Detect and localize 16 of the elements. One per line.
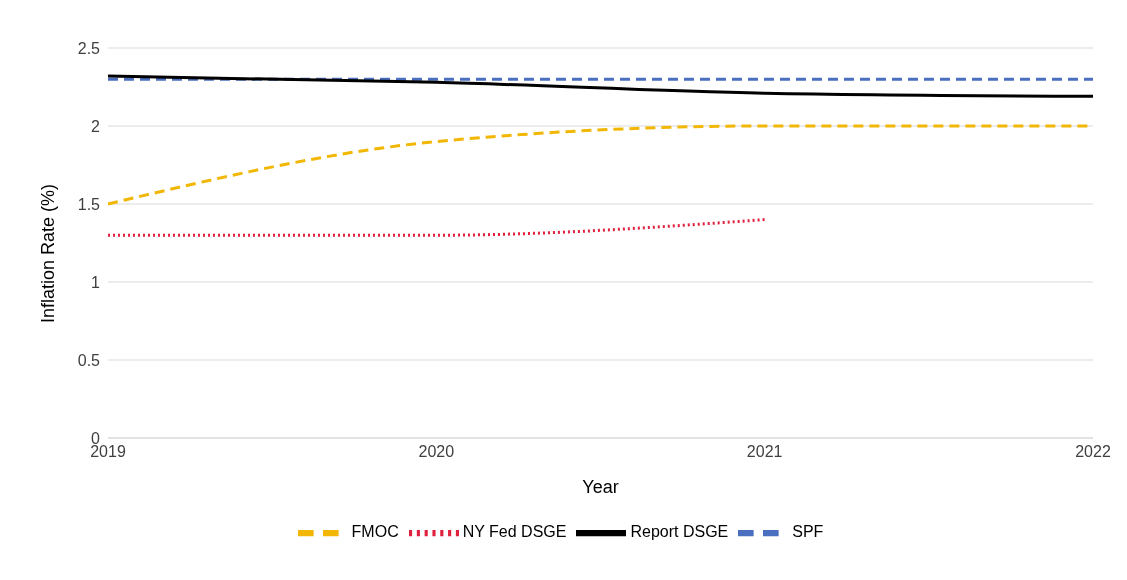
x-tick-label: 2019 xyxy=(90,443,126,461)
y-tick-label: 2.5 xyxy=(77,39,101,57)
legend-label: SPF xyxy=(792,523,824,541)
x-tick-label: 2022 xyxy=(1075,443,1111,461)
y-tick-label: 1.5 xyxy=(77,195,101,213)
legend-label: Report DSGE xyxy=(630,523,729,541)
y-axis-title: Inflation Rate (%) xyxy=(38,183,59,323)
y-tick-label: 1 xyxy=(91,273,101,291)
x-tick-label: 2021 xyxy=(746,443,783,461)
y-tick-label: 2 xyxy=(91,117,101,135)
x-tick-label: 2020 xyxy=(418,443,455,461)
x-axis-title: Year xyxy=(582,477,619,497)
line-series xyxy=(106,74,1095,98)
legend-label: FMOC xyxy=(351,523,399,541)
legend-label: NY Fed DSGE xyxy=(462,523,567,541)
y-tick-label: 0.5 xyxy=(77,351,101,369)
